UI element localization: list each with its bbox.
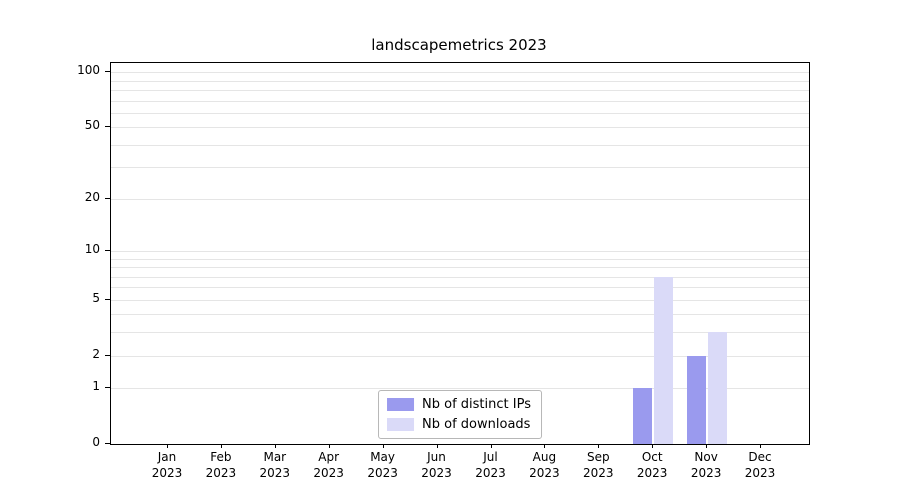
x-tick-label: May 2023 xyxy=(367,450,398,480)
x-tick-mark xyxy=(382,444,384,448)
x-tick-label: Apr 2023 xyxy=(313,450,344,480)
x-tick-label: Jan 2023 xyxy=(151,450,183,480)
gridline xyxy=(111,80,809,82)
x-tick-mark xyxy=(544,444,546,448)
gridline xyxy=(111,167,809,169)
x-tick-label: Jul 2023 xyxy=(475,450,506,480)
y-tick-label: 100 xyxy=(77,63,100,78)
x-tick-mark xyxy=(490,444,492,448)
plot-area: Nb of distinct IPs Nb of downloads xyxy=(110,62,810,445)
gridline xyxy=(111,388,809,390)
legend-entry-distinct-ips: Nb of distinct IPs xyxy=(387,397,531,412)
y-tick-label: 2 xyxy=(92,346,100,361)
y-tick-mark xyxy=(105,298,110,300)
y-tick-label: 50 xyxy=(84,118,100,133)
x-tick-mark xyxy=(436,444,438,448)
y-tick-mark xyxy=(105,387,110,389)
x-tick-label: Nov 2023 xyxy=(690,450,722,480)
y-tick-label: 5 xyxy=(92,290,100,305)
gridline xyxy=(111,287,809,289)
y-tick-label: 10 xyxy=(84,241,100,256)
gridline xyxy=(111,250,809,252)
gridline xyxy=(111,314,809,316)
x-tick-mark xyxy=(328,444,330,448)
x-tick-mark xyxy=(706,444,708,448)
y-tick-label: 20 xyxy=(84,189,100,204)
x-tick-label: Oct 2023 xyxy=(636,450,668,480)
legend-label-distinct-ips: Nb of distinct IPs xyxy=(422,397,531,412)
chart-legend: Nb of distinct IPs Nb of downloads xyxy=(378,390,542,439)
gridline xyxy=(111,144,809,146)
gridline xyxy=(111,276,809,278)
x-tick-mark xyxy=(760,444,761,448)
bar-downloads xyxy=(708,332,728,444)
x-tick-label: Mar 2023 xyxy=(259,450,291,480)
x-tick-label: Jun 2023 xyxy=(421,450,452,480)
y-tick-label: 1 xyxy=(92,379,100,394)
legend-label-downloads: Nb of downloads xyxy=(422,417,531,432)
x-tick-mark xyxy=(220,444,222,448)
bar-distinct-ips xyxy=(633,388,653,444)
gridline xyxy=(111,332,809,334)
gridline xyxy=(111,90,809,92)
gridline xyxy=(111,127,809,129)
gridline xyxy=(111,72,809,74)
gridline xyxy=(111,198,809,200)
x-tick-label: Aug 2023 xyxy=(529,450,560,480)
x-tick-mark xyxy=(167,444,168,448)
x-tick-label: Feb 2023 xyxy=(205,450,237,480)
y-tick-mark xyxy=(105,197,110,199)
x-tick-label: Sep 2023 xyxy=(583,450,614,480)
x-tick-mark xyxy=(652,444,654,448)
gridline xyxy=(111,100,809,102)
bar-downloads xyxy=(654,276,674,444)
legend-entry-downloads: Nb of downloads xyxy=(387,417,531,432)
gridline xyxy=(111,299,809,301)
gridline xyxy=(111,355,809,357)
gridline xyxy=(111,258,809,260)
y-tick-label: 0 xyxy=(92,435,100,449)
x-tick-mark xyxy=(598,444,600,448)
gridline xyxy=(111,267,809,268)
y-tick-mark xyxy=(105,126,110,128)
y-tick-mark xyxy=(105,71,110,73)
bar-distinct-ips xyxy=(687,355,707,444)
legend-swatch-downloads xyxy=(387,418,415,431)
legend-swatch-distinct-ips xyxy=(387,398,415,411)
x-tick-mark xyxy=(274,444,276,448)
x-tick-label: Dec 2023 xyxy=(744,450,776,480)
y-tick-mark xyxy=(105,249,110,251)
y-tick-mark xyxy=(105,443,110,444)
gridline xyxy=(111,112,809,114)
y-tick-mark xyxy=(105,354,110,356)
chart-title: landscapemetrics 2023 xyxy=(371,36,547,54)
